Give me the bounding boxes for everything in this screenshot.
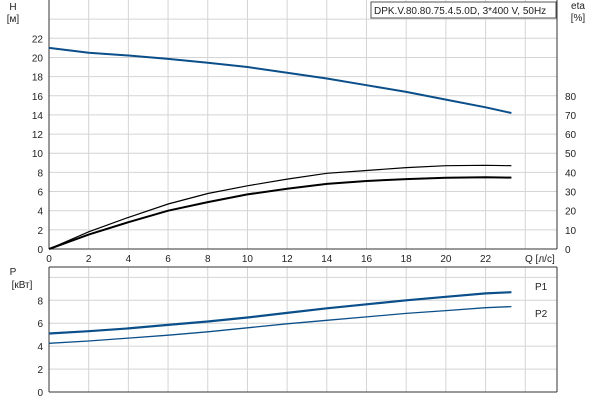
y-tick-label: 0 [37,245,43,256]
power-curve-p1 [48,291,512,335]
y-tick-label: 4 [37,207,43,218]
y2-tick-label: 10 [565,226,577,237]
y-tick-label: 2 [37,226,43,237]
y2-axis-unit: [%] [571,13,586,24]
power-curve-p2 [48,305,512,344]
x-tick-label: 14 [321,254,333,265]
y2-tick-label: 50 [565,149,577,160]
power-axis-unit: [кВт] [12,280,33,291]
chart-title: DPK.V.80.80.75.4.5.0D, 3*400 V, 50Hz [374,6,546,17]
x-tick-label: 8 [205,254,211,265]
x-tick-label: 0 [46,254,52,265]
series-label: P2 [535,309,548,320]
power-tick-label: 2 [37,365,43,376]
y-tick-label: 8 [37,168,43,179]
y2-tick-label: 60 [565,130,577,141]
y-tick-label: 16 [32,92,44,103]
x-tick-label: 16 [361,254,373,265]
y-tick-label: 10 [32,149,44,160]
x-tick-label: 18 [401,254,413,265]
x-axis-label: Q [л/с] [525,254,555,265]
x-tick-label: 10 [242,254,254,265]
series-label: P1 [535,282,548,293]
power-axis-label: P [10,267,17,278]
y-tick-label: 6 [37,188,43,199]
y-axis-unit: [м] [7,14,20,25]
y-tick-label: 14 [32,111,44,122]
y-tick-label: 12 [32,130,44,141]
title-box [370,1,557,19]
head-curve [48,46,512,114]
y2-tick-label: 40 [565,168,577,179]
x-tick-label: 4 [126,254,132,265]
y2-tick-label: 70 [565,111,577,122]
y-tick-label: 22 [32,34,44,45]
power-tick-label: 0 [37,388,43,399]
y2-tick-label: 0 [565,245,571,256]
x-tick-label: 20 [440,254,452,265]
y-axis-label: H [9,2,16,13]
y2-axis-label: eta [571,1,585,12]
x-tick-label: 12 [282,254,294,265]
y2-tick-label: 30 [565,188,577,199]
efficiency-curve [48,164,512,250]
y-tick-label: 20 [32,53,44,64]
power-tick-label: 4 [37,342,43,353]
x-tick-label: 6 [165,254,171,265]
x-tick-label: 22 [480,254,492,265]
y-tick-label: 18 [32,73,44,84]
y2-tick-label: 80 [565,92,577,103]
power-tick-label: 8 [37,296,43,307]
efficiency-curve [48,176,512,250]
x-tick-label: 2 [86,254,92,265]
y2-tick-label: 20 [565,207,577,218]
power-tick-label: 6 [37,319,43,330]
